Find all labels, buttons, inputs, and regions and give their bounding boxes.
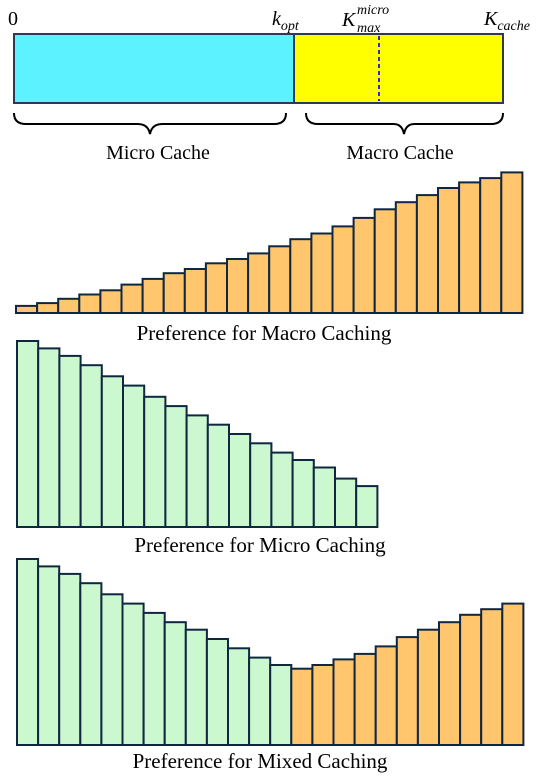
macro-bar-16	[331, 225, 355, 314]
mixed-bar-5	[100, 593, 124, 746]
micro-bar-5	[100, 375, 125, 528]
mixed-bar-3	[58, 572, 82, 747]
macro-bar-6	[120, 283, 144, 315]
mixed-bar-15	[311, 664, 335, 746]
mixed-bar-24	[501, 602, 525, 746]
mixed-bar-8	[163, 621, 187, 747]
mixed-bar-7	[142, 611, 166, 747]
label-zero: 0	[8, 8, 18, 30]
micro-cache-segment	[13, 33, 295, 104]
macro-bar-12	[247, 252, 271, 314]
mixed-bar-6	[121, 602, 145, 746]
mixed-bar-21	[438, 621, 462, 747]
mixed-bar-2	[37, 565, 61, 747]
macro-bar-19	[394, 201, 418, 314]
mixed-bar-14	[290, 667, 314, 747]
micro-bar-1	[16, 340, 40, 528]
label-k-opt: kopt	[272, 8, 300, 34]
macro-bar-23	[479, 177, 503, 314]
macro-bar-22	[458, 181, 482, 314]
micro-bar-9	[185, 414, 209, 528]
mixed-bar-23	[480, 608, 504, 747]
macro-bar-21	[437, 187, 461, 314]
macro-bar-4	[78, 293, 102, 314]
macro-bar-5	[99, 289, 123, 314]
macro-bar-8	[162, 272, 186, 315]
micro-preference-bars	[16, 340, 379, 529]
macro-bar-11	[226, 258, 250, 314]
macro-bar-15	[310, 232, 334, 314]
label-k-cache: Kcache	[483, 8, 530, 34]
mixed-bar-17	[353, 652, 377, 747]
mixed-preference-bars	[16, 558, 525, 747]
macro-cache-brace	[305, 112, 504, 135]
macro-bar-20	[415, 194, 439, 315]
micro-bar-8	[164, 405, 188, 529]
micro-bar-4	[79, 364, 103, 529]
mixed-bar-22	[459, 613, 483, 746]
mixed-bar-18	[374, 645, 398, 747]
micro-cache-label: Micro Cache	[106, 142, 210, 164]
micro-preference-caption: Preference for Micro Caching	[134, 533, 386, 557]
mixed-bar-12	[248, 656, 272, 746]
micro-bar-2	[37, 347, 61, 528]
macro-bar-13	[268, 245, 292, 314]
mixed-bar-11	[227, 647, 251, 746]
micro-bar-3	[58, 354, 82, 528]
micro-bar-15	[312, 466, 336, 528]
micro-bar-12	[249, 442, 273, 528]
mixed-bar-20	[416, 628, 440, 747]
macro-bar-2	[36, 302, 60, 315]
micro-bar-16	[334, 477, 358, 529]
mixed-bar-16	[332, 658, 356, 747]
micro-bar-14	[291, 459, 315, 528]
macro-bar-17	[352, 216, 376, 314]
micro-bar-10	[206, 423, 231, 529]
macro-bar-7	[141, 277, 165, 314]
mixed-bar-4	[79, 582, 103, 747]
micro-bar-17	[355, 485, 379, 529]
macro-bar-18	[373, 208, 397, 314]
macro-preference-caption: Preference for Macro Caching	[137, 321, 392, 345]
micro-bar-6	[122, 384, 146, 528]
macro-bar-1	[15, 304, 39, 314]
mixed-bar-10	[205, 638, 229, 746]
mixed-bar-1	[16, 558, 40, 746]
macro-cache-label: Macro Cache	[346, 142, 453, 164]
macro-bar-10	[204, 262, 228, 314]
macro-bar-3	[57, 297, 81, 314]
micro-bar-13	[270, 451, 294, 529]
macro-bar-14	[289, 238, 313, 314]
macro-preference-bars	[15, 171, 524, 315]
micro-bar-7	[143, 395, 167, 528]
cache-bar	[13, 33, 504, 104]
mixed-bar-13	[269, 664, 293, 746]
mixed-bar-19	[395, 636, 419, 746]
macro-cache-segment	[293, 33, 504, 104]
macro-bar-9	[183, 268, 207, 314]
micro-cache-brace	[13, 112, 287, 135]
mixed-bar-9	[184, 628, 208, 747]
macro-bar-24	[500, 171, 524, 314]
mixed-preference-caption: Preference for Mixed Caching	[133, 749, 388, 773]
micro-bar-11	[228, 433, 252, 528]
